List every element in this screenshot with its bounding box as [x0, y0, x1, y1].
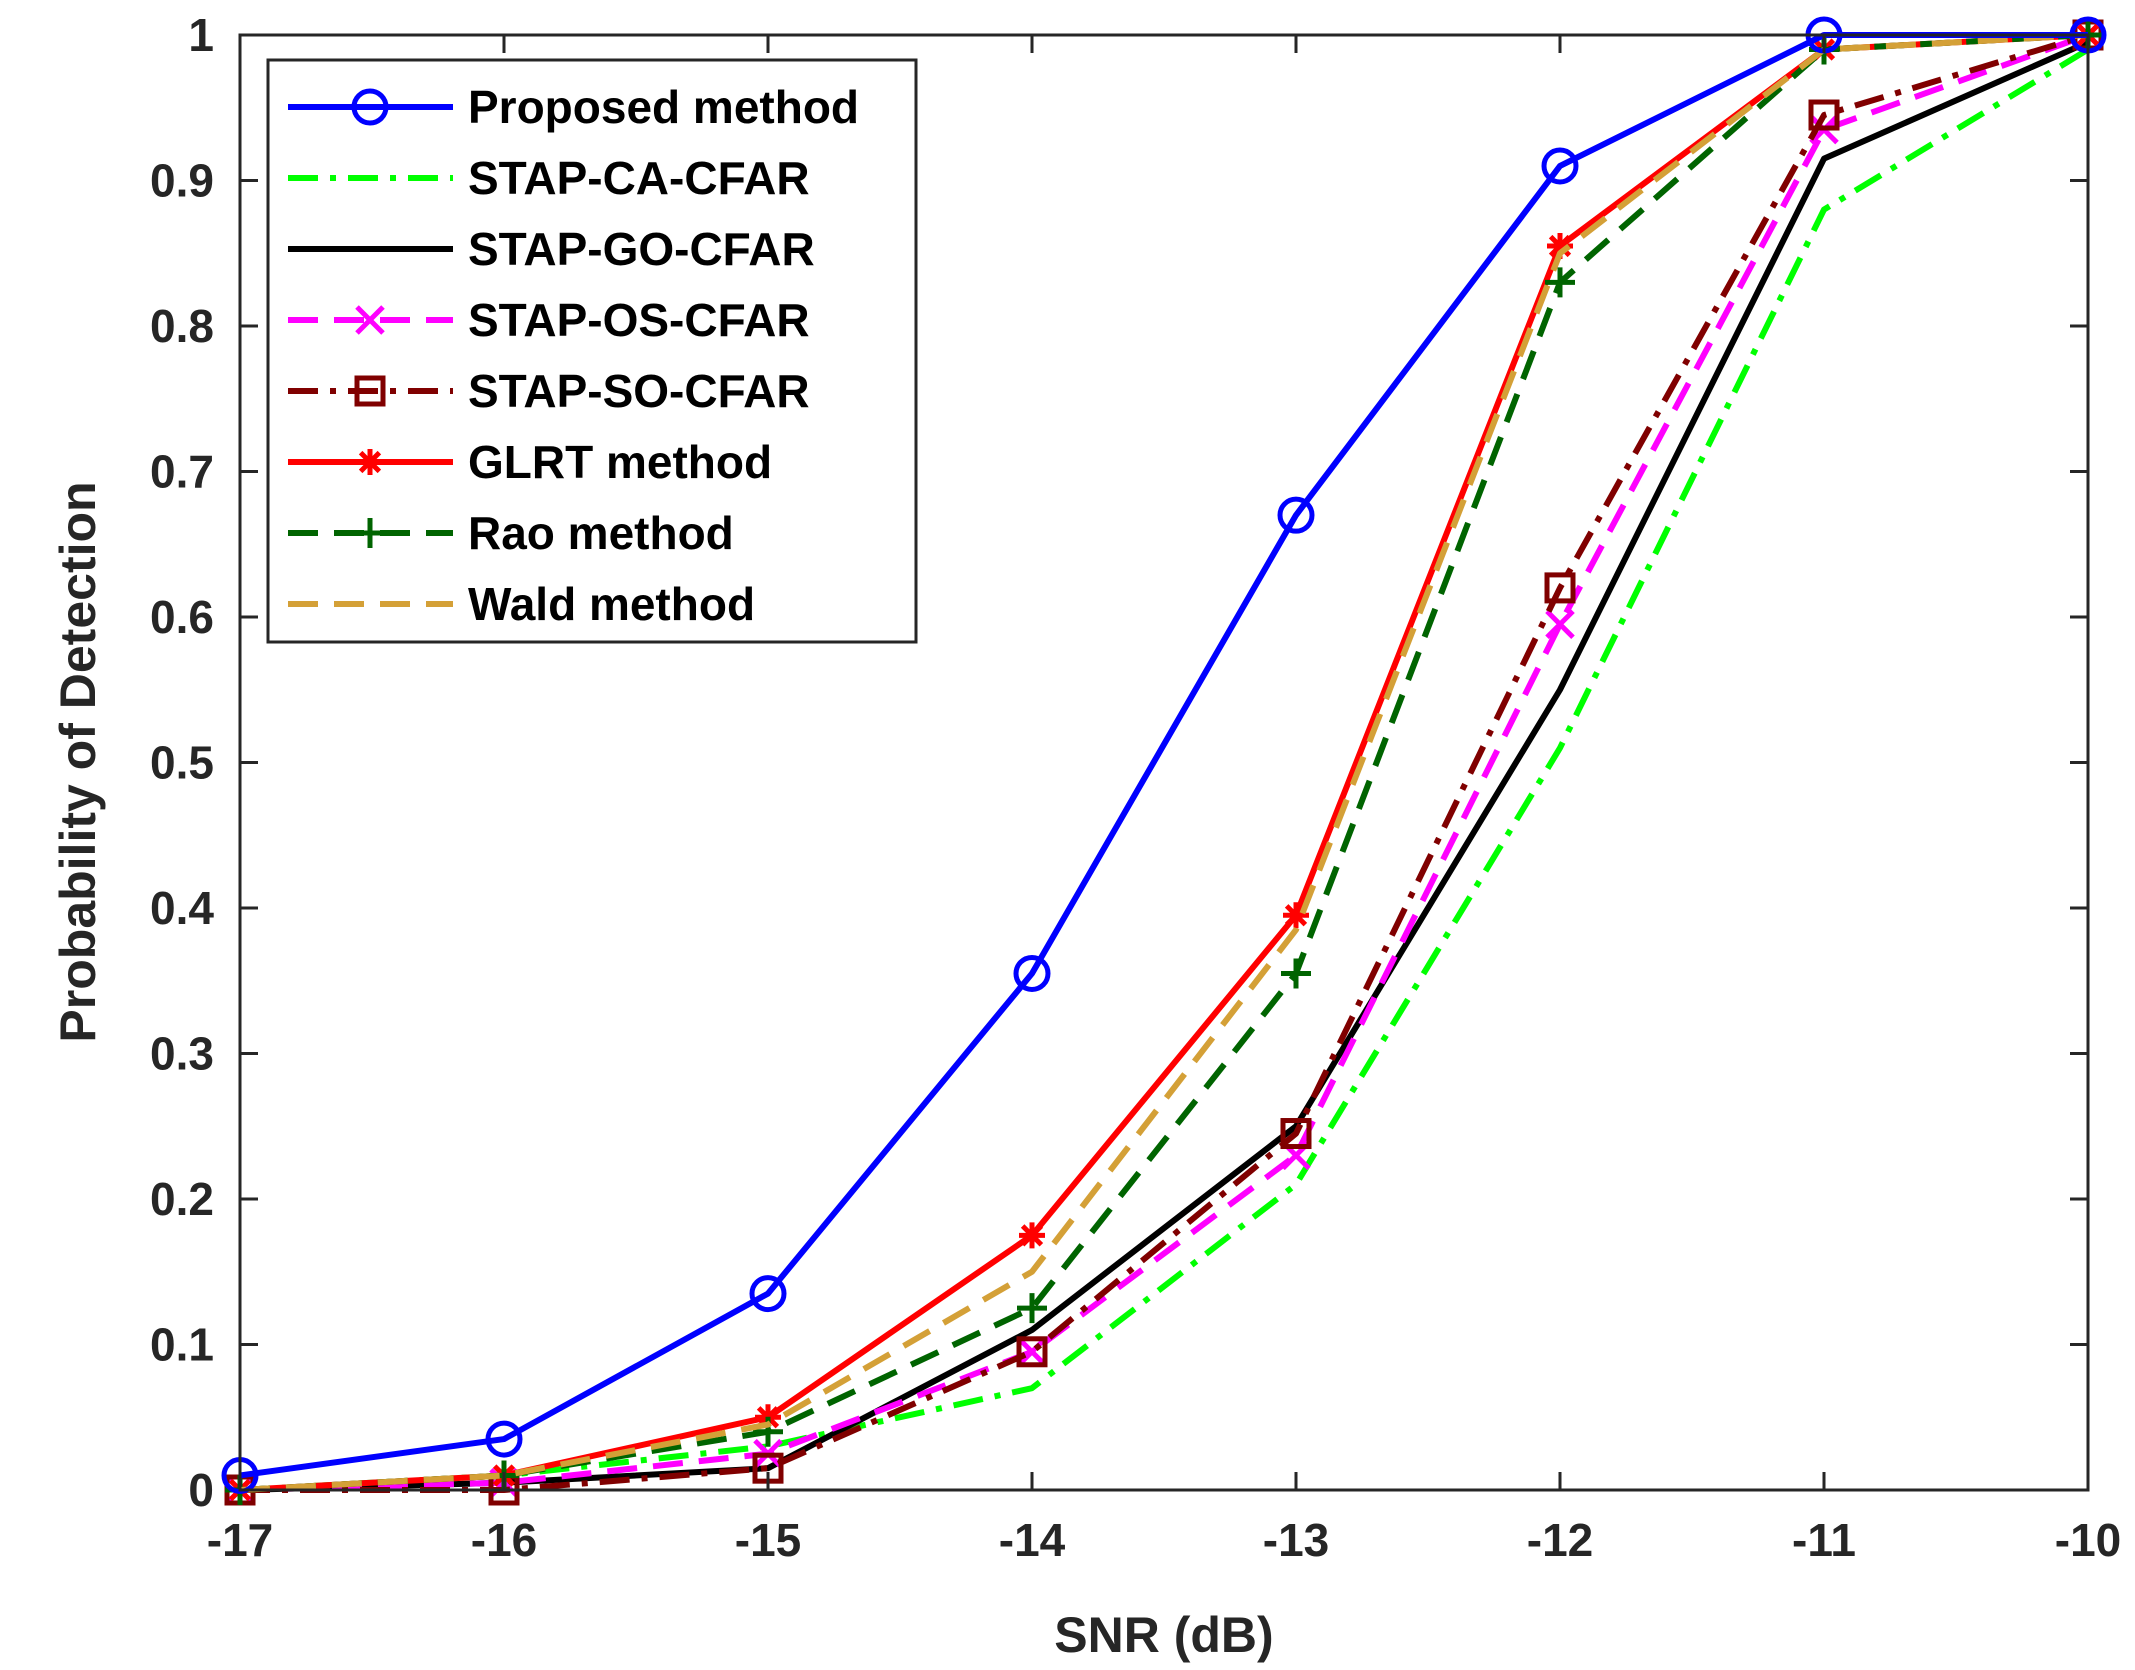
y-tick-label: 1: [188, 9, 214, 61]
data-point: [1808, 99, 1840, 131]
y-tick-label: 0.6: [150, 591, 214, 643]
series-line: [240, 32, 2089, 1493]
x-axis-label: SNR (dB): [1054, 1607, 1273, 1663]
legend: Proposed method STAP-CA-CFAR STAP-GO-CFAR S…: [266, 58, 918, 644]
y-axis-label: Probability of Detection: [50, 481, 106, 1042]
data-point: [1280, 1118, 1312, 1150]
series-line: [239, 46, 2090, 1493]
legend-label: STAP-SO-CFAR: [468, 365, 810, 417]
x-tick-label: -17: [207, 1514, 273, 1566]
legend-marker: [355, 518, 385, 548]
y-tick-label: 0.4: [150, 882, 214, 934]
x-tick-label: -10: [2055, 1514, 2121, 1566]
data-point: [749, 1275, 787, 1313]
series-stap-ca-cfar: [239, 46, 2090, 1493]
data-point: [1017, 1337, 1047, 1367]
series-line: [239, 32, 2090, 1493]
y-tick-label: 0.3: [150, 1028, 214, 1080]
legend-label: STAP-OS-CFAR: [468, 294, 810, 346]
legend-label: Wald method: [468, 578, 755, 630]
legend-label: Proposed method: [468, 81, 859, 133]
legend-entry: Proposed method: [288, 81, 859, 133]
data-point: [1545, 609, 1575, 640]
y-tick-label: 0.9: [150, 155, 214, 207]
x-tick-label: -11: [1792, 1514, 1856, 1566]
x-tick-label: -16: [471, 1514, 537, 1566]
data-point: [1019, 1222, 1045, 1249]
legend-label: Rao method: [468, 507, 734, 559]
data-point: [1016, 1336, 1048, 1368]
y-tick-label: 0.7: [150, 446, 214, 498]
series-line: [239, 32, 2088, 1479]
x-tick-label: -13: [1263, 1514, 1329, 1566]
y-tick-label: 0: [188, 1464, 214, 1516]
legend-label: STAP-GO-CFAR: [468, 223, 815, 275]
x-tick-label: -14: [999, 1514, 1066, 1566]
series-line: [239, 39, 2090, 1493]
data-point: [1281, 958, 1311, 989]
data-point: [485, 1420, 523, 1458]
series-wald-method: [239, 32, 2089, 1493]
series-line: [239, 32, 2089, 1493]
data-point: [1547, 232, 1573, 259]
x-tick-label: -15: [735, 1514, 801, 1566]
y-tick-label: 0.1: [150, 1319, 214, 1371]
legend-marker: [351, 88, 389, 126]
legend-entry: GLRT method: [288, 436, 772, 488]
legend-label: GLRT method: [468, 436, 772, 488]
data-point: [1013, 954, 1051, 992]
data-point: [1277, 496, 1315, 534]
legend-entry: STAP-SO-CFAR: [288, 365, 810, 417]
legend-entry: Wald method: [288, 578, 755, 630]
legend-entry: STAP-GO-CFAR: [288, 223, 815, 275]
y-tick-label: 0.8: [150, 300, 214, 352]
y-tick-label: 0.5: [150, 737, 214, 789]
y-tick-label: 0.2: [150, 1173, 214, 1225]
data-point: [1017, 1293, 1047, 1324]
legend-entry: Rao method: [288, 507, 734, 559]
legend-marker: [354, 375, 386, 407]
legend-label: STAP-CA-CFAR: [468, 152, 810, 204]
x-tick-label: -12: [1527, 1514, 1593, 1566]
data-point: [1544, 572, 1576, 604]
series-proposed-method: [221, 16, 2107, 1494]
legend-marker: [357, 449, 383, 475]
legend-box: [266, 58, 918, 644]
legend-marker: [355, 305, 385, 335]
axes: -17 -16 -15 -14 -13 -12 -11 -10 0 0.1 0.2 0.3 0.4 0.5…: [150, 9, 2121, 1566]
legend-entry: STAP-OS-CFAR: [288, 294, 810, 346]
data-point: [1545, 267, 1575, 298]
legend-entry: STAP-CA-CFAR: [288, 152, 810, 204]
data-point: [1283, 902, 1309, 929]
data-point: [1541, 147, 1579, 185]
series-line: [239, 32, 2089, 1493]
series-stap-go-cfar: [239, 39, 2090, 1493]
